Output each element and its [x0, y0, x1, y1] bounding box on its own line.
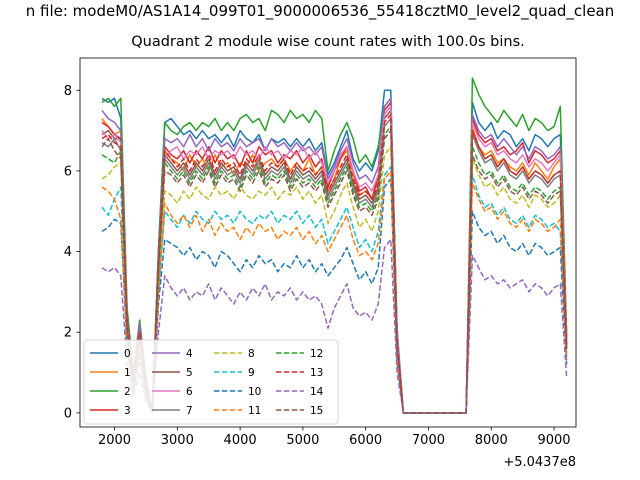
legend-label-3: 3	[124, 405, 131, 417]
x-tick-label: 5000	[286, 433, 319, 448]
x-tick-label: 9000	[537, 433, 570, 448]
y-tick-label: 8	[64, 84, 72, 99]
legend-label-9: 9	[248, 367, 255, 379]
series-line-5	[101, 109, 568, 414]
legend-label-4: 4	[186, 348, 193, 360]
legend-label-6: 6	[186, 386, 193, 398]
series-line-10	[101, 178, 568, 414]
x-tick-label: 4000	[224, 433, 257, 448]
legend-label-15: 15	[310, 405, 323, 417]
series-line-8	[101, 145, 568, 414]
x-tick-label: 8000	[475, 433, 508, 448]
series-line-3	[101, 101, 568, 414]
series-line-14	[101, 238, 568, 414]
legend-label-1: 1	[124, 367, 131, 379]
legend-label-2: 2	[124, 386, 131, 398]
legend-label-11: 11	[248, 405, 261, 417]
series-line-7	[101, 117, 568, 414]
chart-subtitle: Quadrant 2 module wise count rates with …	[131, 34, 525, 50]
x-tick-label: 2000	[98, 433, 131, 448]
x-tick-label: 7000	[412, 433, 445, 448]
series-line-6	[101, 105, 568, 414]
y-tick-label: 0	[64, 406, 72, 421]
legend-label-13: 13	[310, 367, 323, 379]
series-line-11	[101, 170, 568, 414]
legend-box	[83, 339, 339, 425]
y-tick-label: 6	[64, 164, 72, 179]
figure-title: n file: modeM0/AS1A14_099T01_9000006536_…	[25, 2, 615, 20]
legend-label-0: 0	[124, 348, 131, 360]
y-tick-label: 2	[64, 326, 72, 341]
series-line-4	[101, 97, 568, 414]
legend-label-7: 7	[186, 405, 193, 417]
legend-label-12: 12	[310, 348, 323, 360]
series-line-13	[101, 113, 568, 414]
series-line-0	[101, 89, 568, 414]
plot-frame	[79, 57, 577, 428]
y-tick-label: 4	[64, 245, 72, 260]
series-group	[101, 77, 568, 414]
series-line-2	[101, 77, 568, 414]
series-line-15	[101, 129, 568, 414]
legend-label-8: 8	[248, 348, 255, 360]
x-offset-label: +5.0437e8	[503, 455, 576, 470]
legend-label-5: 5	[186, 367, 193, 379]
series-line-12	[101, 125, 568, 414]
x-tick-label: 3000	[161, 433, 194, 448]
legend-label-14: 14	[310, 386, 324, 398]
x-tick-label: 6000	[349, 433, 382, 448]
legend-label-10: 10	[248, 386, 261, 398]
